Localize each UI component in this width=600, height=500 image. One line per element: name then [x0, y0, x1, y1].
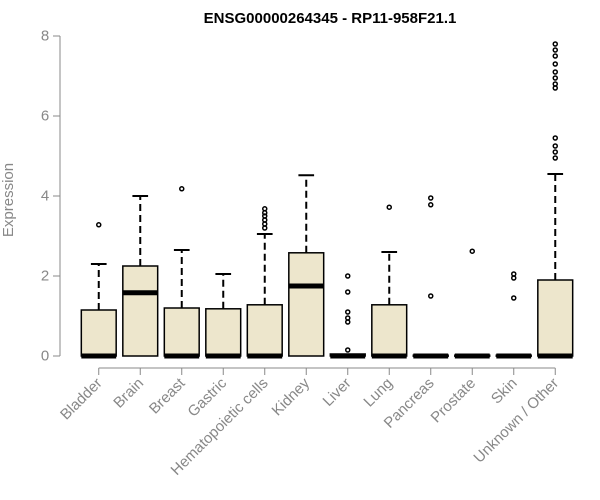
outlier-point — [552, 61, 558, 67]
box-bladder — [80, 222, 117, 359]
outlier-point — [345, 273, 351, 279]
box-lung — [371, 204, 408, 359]
box-gastric — [205, 273, 242, 359]
x-tick-label: Prostate — [428, 375, 480, 427]
box-brain — [122, 195, 159, 357]
outlier-point — [552, 75, 558, 81]
outlier-point — [386, 204, 392, 210]
box-rect — [288, 252, 325, 357]
y-tick-label: 8 — [41, 28, 49, 45]
box-rect — [80, 309, 117, 357]
outlier-point — [552, 41, 558, 47]
box-rect — [537, 279, 574, 357]
y-tick-label: 2 — [41, 268, 49, 285]
x-tick-label: Liver — [320, 375, 355, 410]
outlier-point — [552, 155, 558, 161]
outlier-point — [345, 309, 351, 315]
outlier-point — [345, 347, 351, 353]
x-tick-label: Kidney — [269, 374, 314, 419]
outlier-point — [345, 315, 351, 321]
box-rect — [205, 308, 242, 357]
y-tick-label: 4 — [41, 188, 49, 205]
box-skin — [495, 271, 532, 359]
outlier-point — [179, 186, 185, 192]
outlier-point — [552, 53, 558, 59]
outlier-point — [511, 271, 517, 277]
y-tick-label: 0 — [41, 348, 49, 365]
outlier-point — [552, 143, 558, 149]
outlier-point — [262, 206, 268, 212]
outlier-point — [262, 213, 268, 219]
x-tick-label: Brain — [110, 375, 147, 412]
boxes-group — [80, 41, 574, 359]
box-liver — [329, 273, 366, 359]
box-rect — [163, 307, 200, 357]
box-hematopoietic-cells — [246, 206, 283, 359]
x-tick-label: Skin — [488, 375, 521, 408]
box-unknown-other — [537, 41, 574, 359]
box-rect — [371, 304, 408, 357]
box-prostate — [454, 248, 491, 359]
box-pancreas — [412, 195, 449, 359]
outlier-point — [428, 195, 434, 201]
outlier-point — [428, 202, 434, 208]
y-tick-label: 6 — [41, 108, 49, 125]
y-axis-label: Expression — [0, 163, 17, 237]
box-kidney — [288, 174, 325, 357]
outlier-point — [96, 222, 102, 228]
box-rect — [122, 265, 159, 357]
x-tick-label: Breast — [146, 374, 189, 417]
outlier-point — [345, 289, 351, 295]
x-tick-label: Bladder — [57, 375, 106, 424]
y-axis: 0 2 4 6 8 — [41, 28, 61, 365]
outlier-point — [552, 135, 558, 141]
outlier-point — [552, 149, 558, 155]
outlier-point — [552, 47, 558, 53]
outlier-point — [511, 295, 517, 301]
box-breast — [163, 186, 200, 359]
outlier-point — [428, 293, 434, 299]
box-rect — [246, 304, 283, 357]
outlier-point — [552, 81, 558, 87]
outlier-point — [552, 69, 558, 75]
chart-title: ENSG00000264345 - RP11-958F21.1 — [204, 10, 457, 27]
x-tick-label: Lung — [360, 375, 396, 411]
outlier-point — [469, 248, 475, 254]
